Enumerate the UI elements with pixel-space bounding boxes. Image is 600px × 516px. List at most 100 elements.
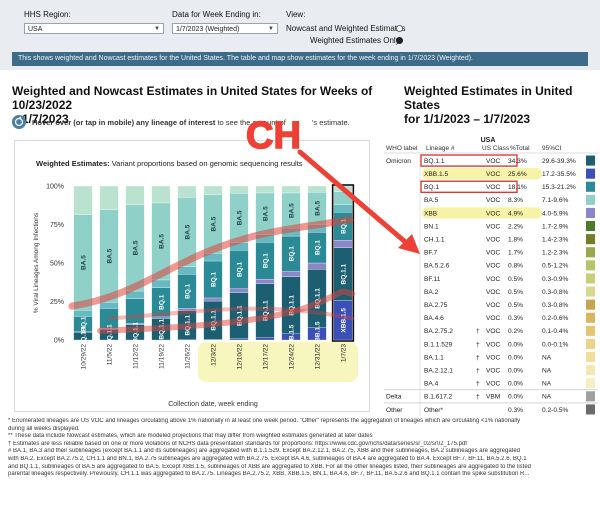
x-tick-label: 12/17/22 xyxy=(263,344,270,370)
table-row[interactable]: BA.2.75 VOC 0.5% 0.3-0.8% xyxy=(424,299,595,310)
bar-segment[interactable] xyxy=(333,204,353,213)
ci-range: NA xyxy=(542,381,552,388)
week-select[interactable]: 1/7/2023 (Weighted) ▼ xyxy=(172,23,278,34)
right-heading-line1: Weighted Estimates in United States xyxy=(404,84,573,112)
bar-segment[interactable] xyxy=(333,240,353,248)
x-tick-label: 12/31/22 xyxy=(315,344,322,370)
ci-range: 17.2-35.5% xyxy=(542,171,576,178)
reliability-mark: † xyxy=(476,354,480,361)
bar-segment[interactable] xyxy=(99,302,119,309)
lineage-name: XBB xyxy=(424,210,438,217)
bar-label: BA.5 xyxy=(263,206,270,221)
table-row[interactable]: BA.4.6 VOC 0.3% 0.2-0.6% xyxy=(424,312,595,323)
bar-segment[interactable] xyxy=(307,262,327,270)
bar-segment[interactable] xyxy=(125,298,145,324)
pct-total: 34.3% xyxy=(508,158,527,165)
hover-note-rest: to see the amount of xyxy=(215,118,286,127)
bar-segment[interactable] xyxy=(203,297,223,302)
ci-range: NA xyxy=(542,367,552,374)
table-row[interactable]: BA.2.12.1 † VOC 0.0% NA xyxy=(424,365,595,376)
lineage-name: BA.4.6 xyxy=(424,315,444,322)
us-class: VOC xyxy=(486,276,501,283)
table-row[interactable]: BA.4 † VOC 0.0% NA xyxy=(424,378,595,389)
table-row[interactable]: BF.7 VOC 1.7% 1.2-2.3% xyxy=(424,247,595,258)
color-swatch xyxy=(586,168,595,179)
lineage-name: B.1.1.529 xyxy=(424,341,453,348)
y-tick-label: 75% xyxy=(50,222,64,229)
hover-note-end: 's estimate. xyxy=(312,118,350,127)
table-row[interactable]: BA.1.1 † VOC 0.0% NA xyxy=(424,352,595,363)
ci-range: 0.2-0.6% xyxy=(542,315,569,322)
table-header: WHO label xyxy=(386,145,418,152)
table-row[interactable]: XBB VOC 4.9% 4.0-5.9% xyxy=(422,207,595,219)
color-swatch xyxy=(586,338,595,349)
table-row[interactable]: Delta B.1.617.2 † VBM 0.0% NA xyxy=(386,391,595,402)
table-row[interactable]: Other Other* 0.3% 0.2-0.5% xyxy=(386,404,595,415)
table-row[interactable]: BA.5 VOC 8.3% 7.1-9.6% xyxy=(424,194,595,205)
x-axis-label: Collection date, week ending xyxy=(168,401,258,408)
bar-segment[interactable] xyxy=(125,185,145,205)
us-class: VOC xyxy=(486,302,501,309)
table-region-title: USA xyxy=(481,137,496,144)
table-row[interactable]: BN.1 VOC 2.2% 1.7-2.9% xyxy=(424,221,595,232)
bar-segment[interactable] xyxy=(151,316,171,319)
us-class: VOC xyxy=(486,197,501,204)
bar-segment[interactable] xyxy=(255,337,275,341)
bar-segment[interactable] xyxy=(255,279,275,284)
bar-segment[interactable] xyxy=(177,185,197,198)
bar-segment[interactable] xyxy=(333,191,353,205)
pct-total: 0.0% xyxy=(508,341,523,348)
bar-segment[interactable] xyxy=(281,185,301,194)
color-swatch xyxy=(586,194,595,205)
region-select[interactable]: USA ▼ xyxy=(24,23,164,34)
bar-segment[interactable] xyxy=(229,185,249,194)
ci-range: 0.3-0.9% xyxy=(542,276,569,283)
bar-label: BQ.1 xyxy=(185,283,192,299)
table-row[interactable]: Omicron BQ.1.1 VOC 34.3% 29.6-39.3% xyxy=(386,154,595,167)
color-swatch xyxy=(586,260,595,271)
x-tick-label: 11/5/22 xyxy=(107,344,114,366)
bar-label: BQ.1.1 xyxy=(237,305,244,326)
lineage-name: BF.11 xyxy=(424,276,441,283)
lineage-name: BN.1 xyxy=(424,223,439,230)
table-row[interactable]: BA.2.75.2 † VOC 0.2% 0.1-0.4% xyxy=(424,325,595,336)
us-class: VOC xyxy=(486,223,501,230)
table-row[interactable]: BQ.1 VOC 18.1% 15.3-21.2% xyxy=(420,180,595,193)
table-row[interactable]: CH.1.1 VOC 1.8% 1.4-2.3% xyxy=(424,234,595,245)
color-swatch xyxy=(586,247,595,258)
footnote-line: parental lineages respectively. Previous… xyxy=(8,471,530,478)
table-row[interactable]: B.1.1.529 † VOC 0.0% 0.0-0.1% xyxy=(424,338,595,349)
bar-label: BA.5 xyxy=(237,210,244,225)
bar-segment[interactable] xyxy=(307,185,327,193)
ci-range: 0.5-1.2% xyxy=(542,263,569,270)
table-row[interactable]: BA.5.2.6 VOC 0.8% 0.5-1.2% xyxy=(424,260,595,271)
bar-segment[interactable] xyxy=(151,185,171,204)
bar-segment[interactable] xyxy=(73,185,93,215)
bar-segment[interactable] xyxy=(333,185,353,193)
pct-total: 0.0% xyxy=(508,367,523,374)
view-radio-weighted[interactable] xyxy=(396,37,403,44)
bar-label: XBB.1.5 xyxy=(315,321,322,346)
bar-segment[interactable] xyxy=(229,288,249,293)
reliability-mark: † xyxy=(476,341,480,348)
view-radio-nowcast[interactable] xyxy=(396,25,403,32)
bar-segment[interactable] xyxy=(281,271,301,278)
lineage-name: B.1.617.2 xyxy=(424,394,453,401)
table-row[interactable]: BF.11 VOC 0.5% 0.3-0.9% xyxy=(424,273,595,284)
table-row[interactable]: XBB.1.5 VOC 25.6% 17.2-35.5% xyxy=(422,168,595,180)
bar-segment[interactable] xyxy=(203,185,223,195)
color-swatch xyxy=(586,404,595,415)
footnote-line: † Estimates are less reliable based on o… xyxy=(8,440,467,447)
bar-label: BQ.1.1 xyxy=(289,295,296,316)
color-swatch xyxy=(586,221,595,232)
bar-segment[interactable] xyxy=(229,338,249,341)
bar-segment[interactable] xyxy=(73,310,93,317)
bar-segment[interactable] xyxy=(255,185,275,194)
pct-total: 0.8% xyxy=(508,263,523,270)
ci-range: 1.2-2.3% xyxy=(542,250,569,257)
bar-label: BA.5 xyxy=(315,201,322,216)
bar-segment[interactable] xyxy=(99,185,119,211)
reliability-mark: † xyxy=(476,328,480,335)
table-row[interactable]: BA.2 VOC 0.5% 0.3-0.8% xyxy=(424,286,595,297)
bar-label: BQ.1 xyxy=(159,294,166,310)
